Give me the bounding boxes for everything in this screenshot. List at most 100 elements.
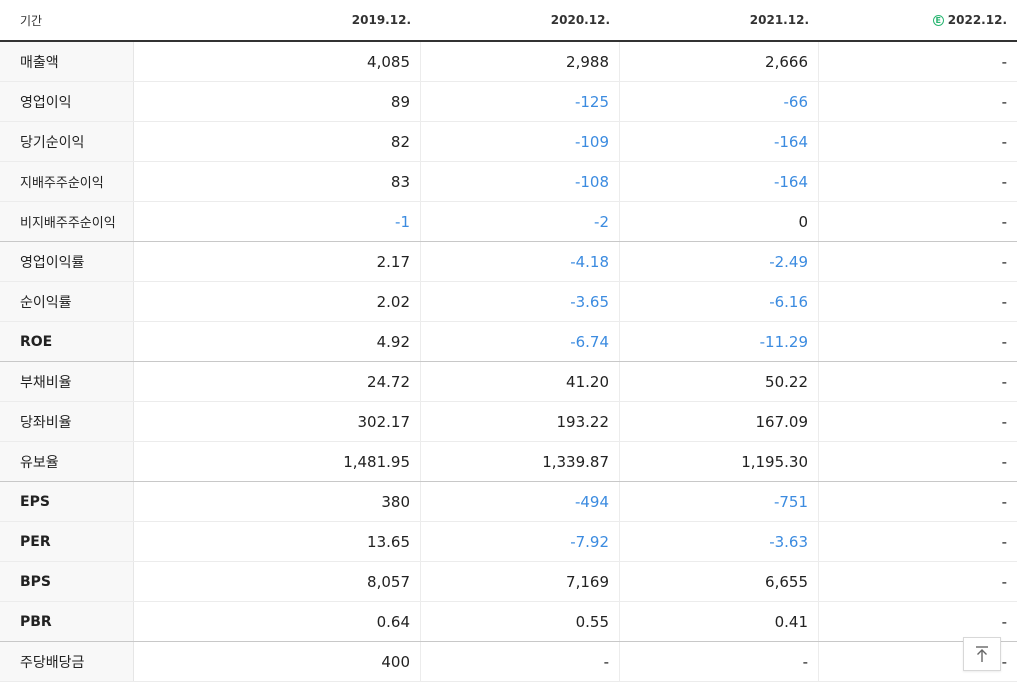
- value-cell: -: [1001, 492, 1007, 511]
- value-cell: 2,988: [421, 42, 620, 81]
- value-cell: -: [421, 642, 620, 681]
- estimate-icon: E: [932, 14, 944, 26]
- row-label: 영업이익률: [0, 242, 134, 281]
- value-cell: -751: [620, 482, 819, 521]
- value-cell: -: [1001, 212, 1007, 231]
- value-cell: 8,057: [134, 562, 421, 601]
- value-cell: 82: [134, 122, 421, 161]
- row-label: ROE: [0, 322, 134, 361]
- value-cell: -: [1001, 652, 1007, 671]
- value-cell: -109: [421, 122, 620, 161]
- table-row: PBR 0.64 0.55 0.41 -: [0, 602, 1017, 642]
- row-label: 순이익률: [0, 282, 134, 321]
- row-label: 부채비율: [0, 362, 134, 401]
- row-label: 당좌비율: [0, 402, 134, 441]
- value-cell: -: [620, 642, 819, 681]
- value-cell: 0.55: [421, 602, 620, 641]
- value-cell: -66: [620, 82, 819, 121]
- value-cell: -2.49: [620, 242, 819, 281]
- table-body: 매출액 4,085 2,988 2,666- 영업이익 89 -125 -66- 당기순이익 82…: [0, 42, 1017, 682]
- row-label: 당기순이익: [0, 122, 134, 161]
- value-cell: -: [1001, 172, 1007, 191]
- table-header-row: 기간 2019.12. 2020.12. 2021.12. E 2022.12.: [0, 0, 1017, 42]
- value-cell: -108: [421, 162, 620, 201]
- row-label: PBR: [0, 602, 134, 641]
- value-cell: -3.65: [421, 282, 620, 321]
- table-row: 주당배당금 400- - -: [0, 642, 1017, 682]
- value-cell: 193.22: [421, 402, 620, 441]
- row-label: 비지배주주순이익: [0, 202, 134, 241]
- value-cell: -164: [620, 162, 819, 201]
- value-cell: 380: [134, 482, 421, 521]
- row-label: BPS: [0, 562, 134, 601]
- table-row: 유보율 1,481.95 1,339.87 1,195.30 -: [0, 442, 1017, 482]
- value-cell: 83: [134, 162, 421, 201]
- period-header-2019: 2019.12.: [351, 13, 411, 27]
- value-cell: -2: [421, 202, 620, 241]
- value-cell: -11.29: [620, 322, 819, 361]
- value-cell: -: [1001, 332, 1007, 351]
- table-row: ROE 4.92 -6.74 -11.29 -: [0, 322, 1017, 362]
- table-row: 당기순이익 82 -109 -164 -: [0, 122, 1017, 162]
- table-row: 부채비율 24.72 41.20 50.22 -: [0, 362, 1017, 402]
- value-cell: -: [1001, 52, 1007, 71]
- value-cell: 4.92: [134, 322, 421, 361]
- value-cell: 400: [134, 642, 421, 681]
- row-label: 영업이익: [0, 82, 134, 121]
- value-cell: -4.18: [421, 242, 620, 281]
- value-cell: 2.17: [134, 242, 421, 281]
- value-cell: -: [1001, 612, 1007, 631]
- table-row: BPS 8,057 7,169 6,655 -: [0, 562, 1017, 602]
- value-cell: -1: [134, 202, 421, 241]
- arrow-up-to-top-icon: [976, 646, 988, 662]
- value-cell: 0.64: [134, 602, 421, 641]
- value-cell: 41.20: [421, 362, 620, 401]
- row-label: 주당배당금: [0, 642, 134, 681]
- value-cell: -: [1001, 412, 1007, 431]
- table-row: EPS 380 -494 -751 -: [0, 482, 1017, 522]
- table-row: 순이익률 2.02 -3.65 -6.16 -: [0, 282, 1017, 322]
- value-cell: 24.72: [134, 362, 421, 401]
- row-label: EPS: [0, 482, 134, 521]
- table-row: 지배주주순이익 83 -108 -164 -: [0, 162, 1017, 202]
- value-cell: -: [1001, 252, 1007, 271]
- value-cell: -164: [620, 122, 819, 161]
- table-row: 비지배주주순이익 -1 -2 0 -: [0, 202, 1017, 242]
- scroll-to-top-button[interactable]: [963, 637, 1001, 671]
- row-label: 유보율: [0, 442, 134, 481]
- value-cell: 1,481.95: [134, 442, 421, 481]
- period-header-2022-label: 2022.12.: [947, 13, 1007, 27]
- value-cell: -: [1001, 452, 1007, 471]
- value-cell: -3.63: [620, 522, 819, 561]
- value-cell: -: [1001, 132, 1007, 151]
- row-label: 매출액: [0, 42, 134, 81]
- value-cell: 2,666: [620, 42, 819, 81]
- table-row: PER 13.65 -7.92 -3.63 -: [0, 522, 1017, 562]
- value-cell: -: [1001, 572, 1007, 591]
- value-cell: -7.92: [421, 522, 620, 561]
- value-cell: -: [1001, 372, 1007, 391]
- value-cell: -: [1001, 532, 1007, 551]
- value-cell: 4,085: [134, 42, 421, 81]
- period-header-label: 기간: [20, 13, 43, 28]
- value-cell: 302.17: [134, 402, 421, 441]
- value-cell: 1,195.30: [620, 442, 819, 481]
- row-label: 지배주주순이익: [0, 162, 134, 201]
- value-cell: -6.74: [421, 322, 620, 361]
- period-header-2021: 2021.12.: [749, 13, 809, 27]
- value-cell: 1,339.87: [421, 442, 620, 481]
- value-cell: -: [1001, 92, 1007, 111]
- value-cell: -6.16: [620, 282, 819, 321]
- value-cell: -494: [421, 482, 620, 521]
- value-cell: 0: [620, 202, 819, 241]
- value-cell: 0.41: [620, 602, 819, 641]
- table-row: 매출액 4,085 2,988 2,666 -: [0, 42, 1017, 82]
- period-header-2022-estimate: E 2022.12.: [819, 0, 1017, 40]
- value-cell: 167.09: [620, 402, 819, 441]
- period-header-2020: 2020.12.: [550, 13, 610, 27]
- value-cell: -125: [421, 82, 620, 121]
- table-row: 영업이익률 2.17 -4.18 -2.49 -: [0, 242, 1017, 282]
- value-cell: 89: [134, 82, 421, 121]
- value-cell: 50.22: [620, 362, 819, 401]
